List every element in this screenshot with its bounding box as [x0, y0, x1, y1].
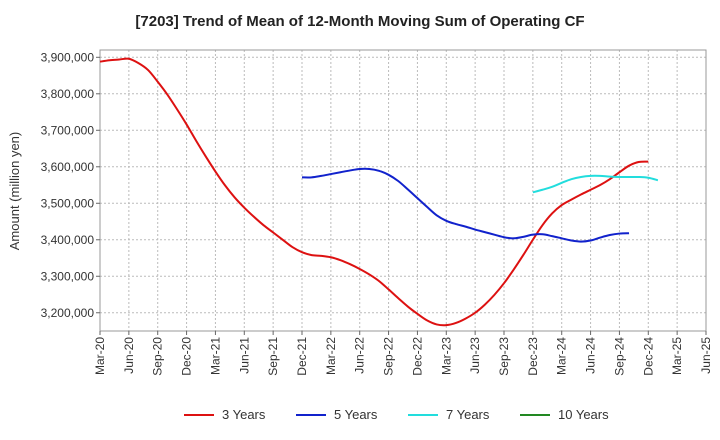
legend-label: 7 Years [446, 407, 490, 422]
x-tick-label: Dec-23 [526, 337, 540, 376]
y-tick-label: 3,900,000 [41, 50, 95, 64]
x-tick-label: Sep-20 [151, 337, 165, 376]
grid-lines [100, 50, 706, 331]
series-line-3-years [99, 57, 649, 327]
chart-title: [7203] Trend of Mean of 12-Month Moving … [135, 13, 584, 30]
x-tick-label: Jun-23 [468, 337, 482, 374]
y-tick-label: 3,400,000 [41, 233, 95, 247]
y-tick-label: 3,500,000 [41, 196, 95, 210]
y-tick-label: 3,200,000 [41, 306, 95, 320]
x-tick-label: Mar-25 [670, 337, 684, 375]
legend-label: 10 Years [558, 407, 609, 422]
x-tick-label: Jun-21 [237, 337, 251, 374]
series-line-7-years [532, 174, 659, 194]
x-tick-label: Sep-23 [497, 337, 511, 376]
y-axis-ticks: 3,200,000 3,300,000 3,400,000 3,500,000 3,60… [41, 50, 100, 320]
x-tick-label: Jun-20 [122, 337, 136, 374]
x-tick-label: Dec-22 [410, 337, 424, 376]
x-tick-label: Dec-20 [180, 337, 194, 376]
x-tick-label: Mar-23 [439, 337, 453, 375]
y-tick-label: 3,700,000 [41, 123, 95, 137]
x-tick-label: Mar-24 [555, 337, 569, 375]
x-tick-label: Sep-22 [382, 337, 396, 376]
legend-label: 3 Years [222, 407, 266, 422]
series-line-5-years [301, 167, 630, 243]
y-tick-label: 3,800,000 [41, 87, 95, 101]
y-tick-label: 3,600,000 [41, 160, 95, 174]
x-axis-ticks: Mar-20 Jun-20 Sep-20 Dec-20 Mar-21 Jun-21 Sep-… [93, 331, 713, 376]
legend: 3 Years 5 Years 7 Years 10 Years [184, 407, 609, 422]
plot-area [99, 49, 707, 332]
x-tick-label: Sep-24 [612, 337, 626, 376]
series-lines [99, 57, 659, 327]
x-tick-label: Dec-21 [295, 337, 309, 376]
legend-label: 5 Years [334, 407, 378, 422]
x-tick-label: Mar-21 [208, 337, 222, 375]
y-axis-label: Amount (million yen) [7, 132, 22, 251]
x-tick-label: Dec-24 [641, 337, 655, 376]
x-tick-label: Mar-20 [93, 337, 107, 375]
x-tick-label: Jun-25 [699, 337, 713, 374]
x-tick-label: Jun-24 [584, 337, 598, 374]
y-tick-label: 3,300,000 [41, 269, 95, 283]
x-tick-label: Jun-22 [353, 337, 367, 374]
x-tick-label: Sep-21 [266, 337, 280, 376]
x-tick-label: Mar-22 [324, 337, 338, 375]
